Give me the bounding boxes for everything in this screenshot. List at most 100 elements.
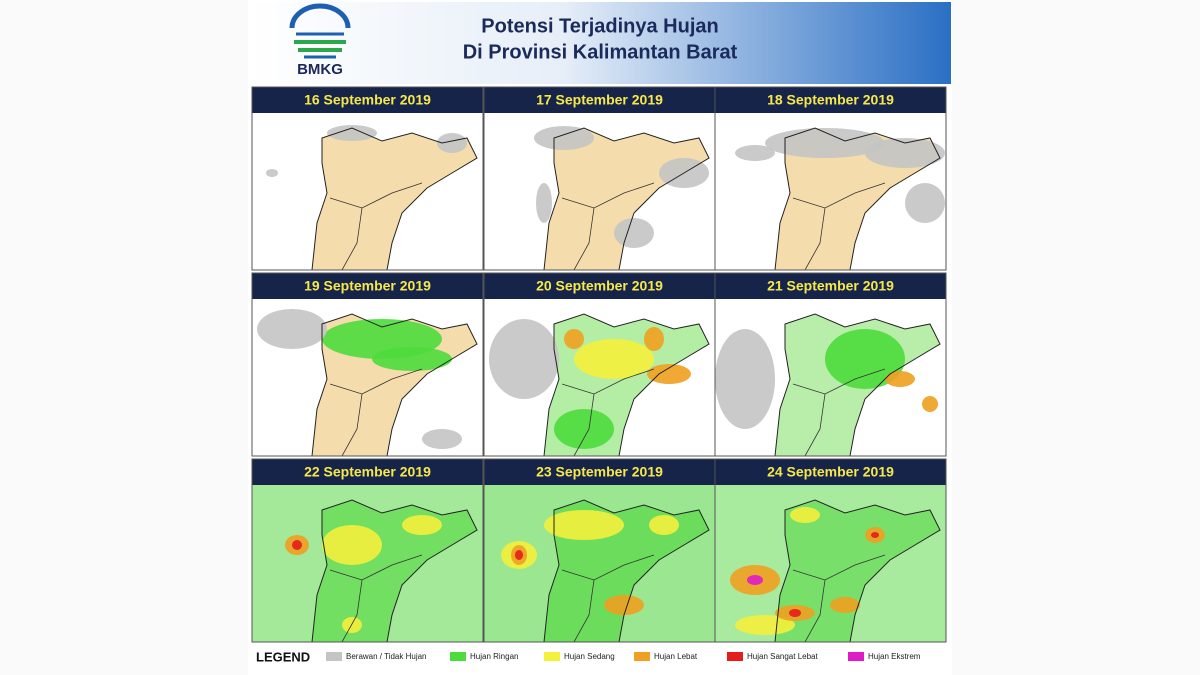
rain-area xyxy=(372,347,452,371)
date-bar xyxy=(715,273,946,299)
panel-frame xyxy=(251,272,484,457)
date-bar xyxy=(484,273,715,299)
map xyxy=(257,309,478,456)
panel-grid: 16 September 2019 17 September 2019 18 Sep… xyxy=(251,86,947,643)
legend-swatch xyxy=(727,652,743,661)
district-border xyxy=(792,182,886,270)
map xyxy=(501,499,710,642)
legend-label: Hujan Ekstrem xyxy=(868,652,921,661)
province-border xyxy=(311,127,478,270)
province-land xyxy=(312,128,477,270)
rain-area xyxy=(747,575,763,585)
rain-area xyxy=(322,525,382,565)
date-bar xyxy=(252,459,483,485)
map-panel xyxy=(715,113,946,270)
panel-date: 21 September 2019 xyxy=(767,278,894,294)
rain-area xyxy=(327,125,377,141)
rain-area xyxy=(257,309,327,349)
map xyxy=(489,313,710,456)
date-bar xyxy=(715,87,946,113)
rain-area xyxy=(266,169,278,177)
map-panel xyxy=(484,113,715,270)
legend-label: Hujan Sangat Lebat xyxy=(747,652,819,661)
map xyxy=(534,126,710,270)
rain-area xyxy=(865,138,945,168)
legend: LEGEND Berawan / Tidak Hujan Hujan Ringan… xyxy=(256,649,921,664)
map-panel xyxy=(715,485,946,642)
rain-area xyxy=(905,183,945,223)
rain-area xyxy=(515,550,523,560)
panel-frame xyxy=(714,272,947,457)
province-border xyxy=(311,313,478,456)
legend-label: Hujan Ringan xyxy=(470,652,518,661)
rain-area xyxy=(604,595,644,615)
map-panel xyxy=(252,485,483,642)
rain-area xyxy=(885,371,915,387)
rain-area xyxy=(830,597,860,613)
map-panel xyxy=(484,485,715,642)
rain-area xyxy=(534,126,594,150)
legend-swatch xyxy=(450,652,466,661)
date-bar xyxy=(484,87,715,113)
rain-area xyxy=(544,510,624,540)
legend-label: Hujan Sedang xyxy=(564,652,615,661)
rain-area xyxy=(790,507,820,523)
legend-swatch xyxy=(848,652,864,661)
province-border xyxy=(543,127,710,270)
panel-date: 24 September 2019 xyxy=(767,464,894,480)
rain-area xyxy=(922,396,938,412)
rain-area xyxy=(342,617,362,633)
rain-area xyxy=(554,409,614,449)
legend-label: Hujan Lebat xyxy=(654,652,698,661)
province-border xyxy=(774,499,941,642)
rain-area xyxy=(789,609,801,617)
title-line: Di Provinsi Kalimantan Barat xyxy=(463,41,738,63)
district-border xyxy=(561,182,655,270)
rain-area xyxy=(292,540,302,550)
rain-area xyxy=(735,615,795,635)
district-border xyxy=(792,554,886,642)
province-border xyxy=(774,127,941,270)
rain-area xyxy=(402,515,442,535)
legend-swatch xyxy=(326,652,342,661)
rain-area xyxy=(735,145,775,161)
date-bar xyxy=(715,459,946,485)
district-border xyxy=(792,368,886,456)
logo-text: BMKG xyxy=(297,61,343,78)
date-bar xyxy=(252,273,483,299)
rain-area xyxy=(871,532,879,538)
district-border xyxy=(329,368,423,456)
map xyxy=(285,499,478,642)
legend-title: LEGEND xyxy=(256,649,310,664)
map xyxy=(735,127,945,270)
legend-label: Berawan / Tidak Hujan xyxy=(346,652,427,661)
panel-date: 17 September 2019 xyxy=(536,92,663,108)
rain-area xyxy=(489,319,559,399)
rain-area xyxy=(825,329,905,389)
district-border xyxy=(329,182,423,270)
rain-area xyxy=(614,218,654,248)
map-panel xyxy=(715,299,946,456)
province-border xyxy=(774,313,941,456)
legend-swatch xyxy=(544,652,560,661)
panel-frame xyxy=(714,458,947,643)
panel-date: 20 September 2019 xyxy=(536,278,663,294)
province-border xyxy=(311,499,478,642)
rain-area xyxy=(715,329,775,429)
district-border xyxy=(329,554,423,642)
rain-area xyxy=(574,339,654,379)
map xyxy=(730,499,941,642)
province-border xyxy=(543,499,710,642)
rain-area xyxy=(644,327,664,351)
panel-date: 22 September 2019 xyxy=(304,464,431,480)
panel-date: 23 September 2019 xyxy=(536,464,663,480)
date-bar xyxy=(252,87,483,113)
panel-frame xyxy=(714,86,947,271)
map xyxy=(266,125,478,270)
rain-area xyxy=(564,329,584,349)
rain-area xyxy=(765,128,885,158)
province-border xyxy=(543,313,710,456)
province-land xyxy=(775,500,940,642)
rain-area xyxy=(536,183,552,223)
panel-frame xyxy=(251,86,484,271)
